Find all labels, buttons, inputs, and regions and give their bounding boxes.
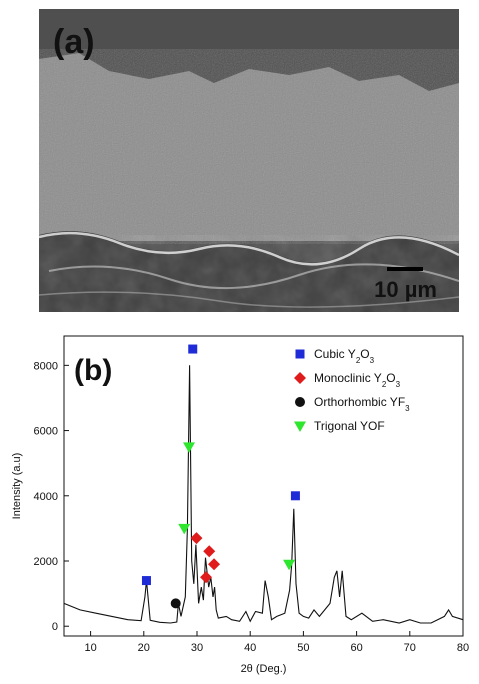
sem-texture <box>39 9 459 312</box>
legend-orthorhombic-marker <box>295 397 305 407</box>
trigonal-peak-marker <box>283 559 296 571</box>
cubic-peak-marker <box>290 491 300 501</box>
legend-monoclinic-label: Monoclinic Y2O3 <box>314 371 401 389</box>
y-tick-label: 6000 <box>34 426 58 438</box>
x-tick-label: 20 <box>138 642 150 654</box>
x-tick-label: 50 <box>297 642 309 654</box>
x-tick-label: 70 <box>404 642 416 654</box>
legend-trigonal-label: Trigonal YOF <box>314 419 385 433</box>
y-axis-label: Intensity (a.u) <box>11 453 23 520</box>
x-tick-label: 80 <box>457 642 469 654</box>
y-tick-label: 4000 <box>34 491 58 503</box>
y-tick-label: 0 <box>52 621 58 633</box>
x-axis-label: 2θ (Deg.) <box>241 663 287 675</box>
orthorhombic-peak-marker <box>170 598 181 609</box>
xrd-pattern-line <box>63 365 464 624</box>
panel-a-label: (a) <box>53 23 95 61</box>
monoclinic-peak-marker <box>203 545 216 558</box>
cubic-peak-marker <box>141 576 151 586</box>
xrd-chart: 10 20 30 40 50 60 70 80 0 2000 4000 6000 8000 2θ (Deg… <box>0 320 479 684</box>
plot-frame <box>63 335 464 637</box>
xrd-chart-svg: 10 20 30 40 50 60 70 80 0 2000 4000 6000 8000 2θ (Deg… <box>11 335 469 675</box>
monoclinic-peak-marker <box>200 571 213 584</box>
legend-trigonal-marker <box>294 421 306 432</box>
legend-monoclinic-marker <box>294 372 306 384</box>
y-tick-label: 8000 <box>34 360 58 372</box>
x-tick-label: 10 <box>84 642 96 654</box>
x-tick-label: 30 <box>191 642 203 654</box>
x-tick-label: 60 <box>350 642 362 654</box>
scale-bar-label: 10 µm <box>374 277 437 302</box>
monoclinic-peak-marker <box>208 558 221 571</box>
cubic-peak-marker <box>188 344 198 354</box>
legend-cubic-label: Cubic Y2O3 <box>314 347 375 365</box>
sem-micrograph: (a) 10 µm <box>39 9 459 312</box>
panel-b-label: (b) <box>74 354 112 387</box>
scale-bar <box>387 267 423 271</box>
legend-orthorhombic-label: Orthorhombic YF3 <box>314 395 410 413</box>
x-tick-label: 40 <box>244 642 256 654</box>
monoclinic-peak-marker <box>190 532 203 545</box>
legend-cubic-marker <box>295 349 305 359</box>
trigonal-peak-marker <box>178 523 191 535</box>
y-tick-label: 2000 <box>34 556 58 568</box>
trigonal-peak-marker <box>183 442 196 453</box>
